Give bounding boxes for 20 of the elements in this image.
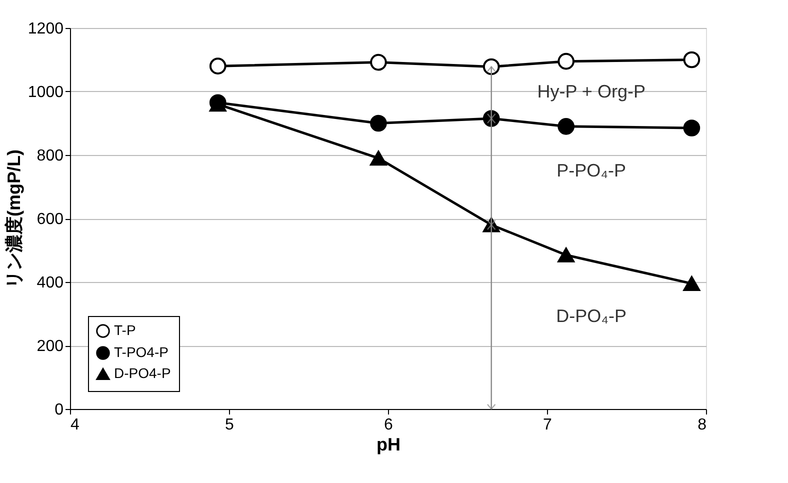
y-axis-title: リン濃度(mgP/L)	[4, 150, 24, 288]
x-tick-label: 5	[225, 416, 234, 434]
y-tick-label: 0	[54, 402, 64, 418]
x-tick-label: 4	[70, 416, 80, 434]
y-tick-label: 600	[36, 211, 64, 228]
x-tick-label: 6	[384, 416, 394, 434]
x-axis-title: pH	[376, 434, 400, 454]
annotation: D-PO₄-P	[556, 306, 627, 326]
legend-label: T-PO4-P	[114, 344, 168, 360]
y-tick-label: 200	[36, 338, 64, 355]
annotation: P-PO₄-P	[556, 160, 626, 181]
y-tick-label: 800	[36, 148, 64, 164]
y-tick-label: 1200	[28, 20, 64, 38]
x-tick-label: 8	[698, 416, 707, 434]
y-tick-label: 400	[36, 274, 64, 292]
legend-label: D-PO4-P	[114, 365, 171, 381]
x-tick-label: 7	[543, 416, 552, 434]
annotation: Hy-P + Org-P	[537, 82, 646, 102]
legend-label: T-P	[114, 322, 136, 338]
y-tick-label: 1000	[28, 84, 64, 101]
